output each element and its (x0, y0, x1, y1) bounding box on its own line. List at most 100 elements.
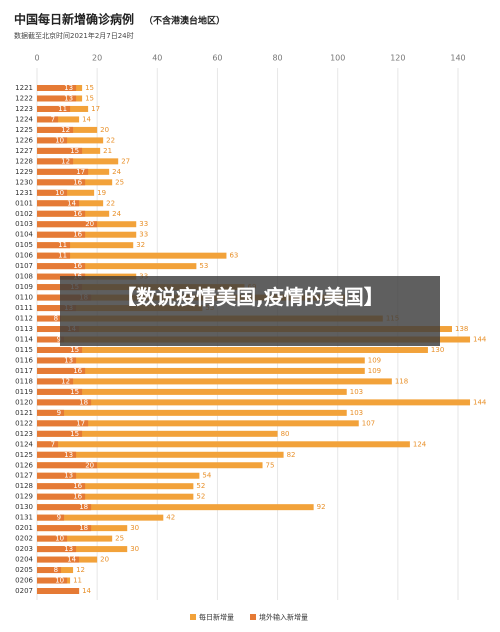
value-label: 16 (73, 482, 82, 490)
bar (37, 588, 80, 594)
y-tick-label: 0131 (15, 514, 33, 522)
bar (37, 430, 83, 437)
value-label: 80 (281, 430, 290, 438)
value-label: 20 (85, 220, 94, 228)
value-label: 8 (54, 566, 58, 574)
bar (37, 367, 86, 374)
value-label: 15 (70, 346, 79, 354)
bar (37, 263, 86, 270)
value-label: 103 (350, 388, 363, 396)
y-tick-label: 0126 (15, 461, 33, 469)
y-tick-label: 0116 (15, 356, 33, 364)
bar (37, 231, 137, 238)
bar (37, 305, 77, 312)
bar (37, 577, 68, 584)
value-label: 33 (139, 231, 148, 239)
y-tick-label: 0104 (15, 231, 33, 239)
value-label: 130 (431, 346, 444, 354)
bar (37, 399, 92, 406)
bar (37, 137, 104, 144)
value-label: 24 (112, 210, 121, 218)
y-tick-label: 1226 (15, 136, 33, 144)
value-label: 13 (64, 94, 73, 102)
value-label: 16 (73, 493, 82, 501)
y-tick-label: 0101 (15, 199, 33, 207)
value-label: 27 (121, 157, 130, 165)
value-label: 10 (55, 577, 64, 585)
value-label: 7 (51, 115, 55, 123)
bar (37, 284, 83, 291)
value-label: 19 (97, 189, 106, 197)
y-tick-label: 0118 (15, 377, 33, 385)
y-tick-label: 0205 (15, 566, 33, 574)
bar (37, 367, 365, 374)
y-tick-label: 1224 (15, 115, 33, 123)
bar (37, 263, 197, 270)
y-tick-label: 0110 (15, 294, 33, 302)
bar (37, 252, 227, 259)
bar (37, 126, 74, 133)
y-tick-label: 0204 (15, 556, 33, 564)
y-tick-label: 0120 (15, 398, 33, 406)
legend-label: 每日新增量 (199, 613, 234, 622)
bar (37, 504, 314, 511)
bar (37, 315, 62, 322)
value-label: 14 (82, 115, 91, 123)
bar (37, 388, 83, 395)
y-tick-label: 0125 (15, 451, 33, 459)
bar (37, 231, 86, 238)
value-label: 20 (100, 556, 109, 564)
bar (37, 472, 77, 479)
value-label: 33 (139, 220, 148, 228)
value-label: 11 (58, 105, 67, 113)
bar (37, 378, 74, 385)
x-tick-label: 100 (330, 54, 345, 63)
x-tick-label: 0 (34, 54, 39, 63)
y-tick-label: 1227 (15, 147, 33, 155)
y-tick-label: 1230 (15, 178, 33, 186)
bar (37, 326, 80, 333)
value-label: 15 (85, 94, 94, 102)
bar (37, 168, 89, 175)
y-tick-label: 0122 (15, 419, 33, 427)
value-label: 12 (61, 157, 70, 165)
value-label: 13 (64, 545, 73, 553)
bar (37, 493, 194, 500)
value-label: 22 (106, 199, 115, 207)
y-tick-label: 1221 (15, 84, 33, 92)
bar (37, 336, 65, 343)
value-label: 18 (79, 524, 88, 532)
y-tick-label: 0112 (15, 315, 33, 323)
bar (37, 535, 113, 542)
bar (37, 409, 65, 416)
bar (37, 546, 128, 553)
x-tick-label: 20 (92, 54, 102, 63)
value-label: 20 (85, 461, 94, 469)
bar (37, 116, 59, 123)
value-label: 53 (199, 262, 208, 270)
value-label: 52 (196, 493, 205, 501)
bar (37, 210, 86, 217)
value-label: 144 (473, 398, 487, 406)
bar (37, 514, 164, 521)
bar (37, 441, 410, 448)
value-label: 15 (85, 84, 94, 92)
value-label: 107 (362, 419, 375, 427)
y-tick-label: 0127 (15, 472, 33, 480)
value-label: 10 (55, 535, 64, 543)
y-tick-label: 0109 (15, 283, 33, 291)
y-tick-label: 0121 (15, 409, 33, 417)
bar (37, 525, 92, 532)
value-label: 9 (57, 336, 61, 344)
value-label: 63 (229, 252, 238, 260)
bar (37, 179, 86, 186)
bar (37, 504, 92, 511)
value-label: 11 (58, 252, 67, 260)
value-label: 9 (57, 409, 61, 417)
bar (37, 189, 68, 196)
y-tick-label: 0108 (15, 273, 33, 281)
value-label: 15 (70, 430, 79, 438)
y-tick-label: 1225 (15, 126, 33, 134)
bar (37, 105, 71, 112)
